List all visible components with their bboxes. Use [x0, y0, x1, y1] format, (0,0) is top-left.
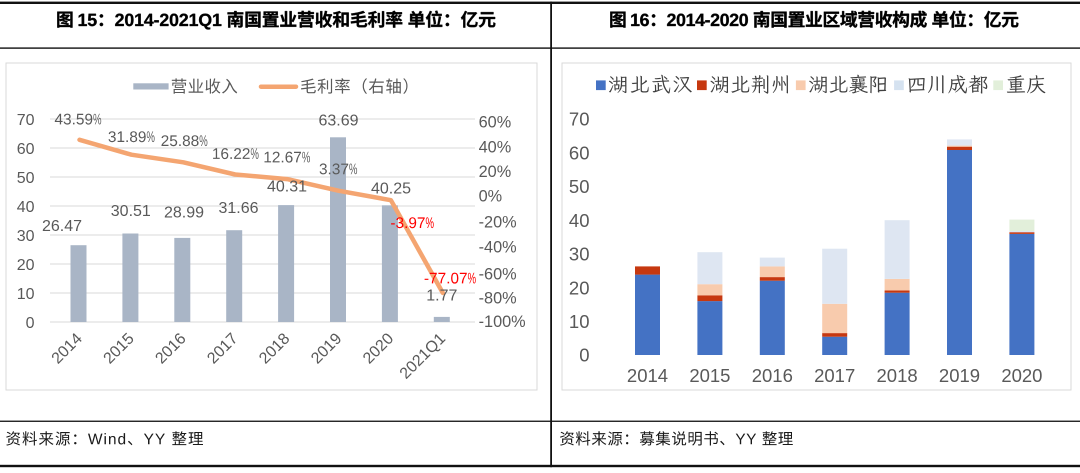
- svg-text:10: 10: [17, 286, 35, 303]
- svg-text:2016: 2016: [752, 365, 793, 386]
- svg-text:30: 30: [17, 228, 35, 245]
- svg-text:-40%: -40%: [479, 238, 517, 256]
- svg-text:60: 60: [17, 141, 35, 158]
- svg-text:60: 60: [569, 142, 590, 163]
- svg-text:50: 50: [17, 170, 35, 187]
- svg-text:40: 40: [569, 210, 590, 231]
- svg-text:-60%: -60%: [479, 265, 517, 283]
- svg-text:2014: 2014: [627, 365, 668, 386]
- svg-text:70: 70: [569, 109, 590, 130]
- svg-text:20%: 20%: [479, 163, 512, 181]
- svg-text:-80%: -80%: [479, 290, 517, 308]
- svg-text:2019: 2019: [939, 365, 980, 386]
- svg-text:28.99: 28.99: [164, 204, 204, 221]
- svg-text:2018: 2018: [877, 365, 918, 386]
- svg-text:30.51: 30.51: [111, 203, 151, 220]
- svg-text:20: 20: [569, 277, 590, 298]
- svg-text:-20%: -20%: [479, 213, 517, 231]
- svg-text:26.47: 26.47: [42, 218, 82, 235]
- svg-text:31.66: 31.66: [218, 200, 258, 217]
- svg-text:60%: 60%: [479, 114, 512, 132]
- svg-text:2017: 2017: [814, 365, 855, 386]
- svg-text:-100%: -100%: [479, 313, 526, 331]
- svg-text:10: 10: [569, 311, 590, 332]
- svg-text:20: 20: [17, 257, 35, 274]
- svg-text:40%: 40%: [479, 139, 512, 157]
- svg-text:40.25: 40.25: [371, 180, 411, 197]
- svg-text:2020: 2020: [1001, 365, 1042, 386]
- svg-text:0%: 0%: [479, 188, 503, 206]
- svg-text:70: 70: [17, 112, 35, 129]
- svg-text:50: 50: [569, 176, 590, 197]
- svg-text:2015: 2015: [689, 365, 730, 386]
- svg-text:0: 0: [26, 315, 35, 332]
- svg-text:40: 40: [17, 199, 35, 216]
- svg-text:1.77: 1.77: [426, 287, 457, 304]
- svg-text:0: 0: [579, 345, 589, 366]
- svg-text:40.31: 40.31: [267, 178, 307, 195]
- svg-text:30: 30: [569, 244, 590, 265]
- svg-text:63.69: 63.69: [318, 112, 358, 129]
